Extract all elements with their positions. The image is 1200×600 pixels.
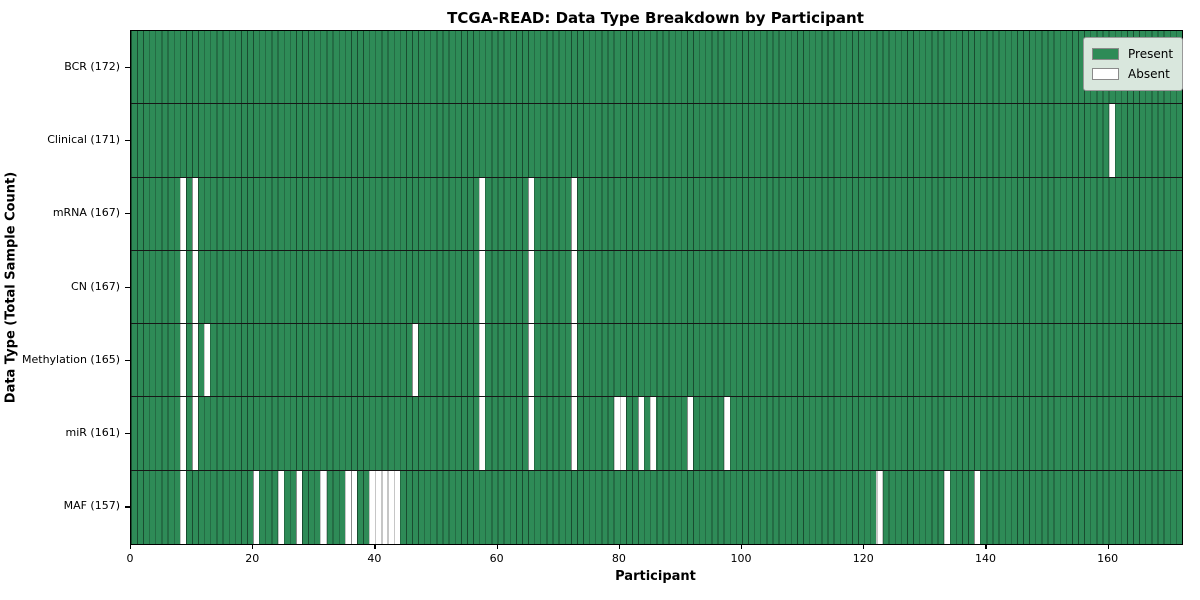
x-tick-label: 20 [245,552,260,565]
y-tick-mark [125,433,130,435]
x-tick-label: 40 [367,552,382,565]
legend: Present Absent [1083,37,1184,91]
absent-cell [179,470,186,544]
x-tick-label: 60 [489,552,504,565]
absent-cell [570,397,578,470]
x-tick-label: 80 [611,552,626,565]
absent-cell [479,250,486,324]
absent-cell [253,470,260,544]
y-tick-label: BCR (172) [64,59,120,73]
x-tick-label: 0 [126,552,134,565]
y-tick-label: MAF (157) [63,499,120,513]
absent-cell [192,397,199,470]
heatmap-row-mir [131,397,1182,471]
legend-label: Present [1128,47,1174,61]
absent-cell [528,250,535,324]
y-tick-mark [125,506,130,508]
absent-cell [369,470,376,544]
heatmap-row-maf [131,470,1182,544]
x-axis-title: Participant [615,569,696,584]
absent-cell [350,470,358,544]
absent-cell [638,397,645,470]
absent-cell [613,397,620,470]
x-tick-mark [252,544,254,549]
absent-cell [179,324,186,397]
absent-cell [1108,104,1115,177]
y-tick-label: CN (167) [71,279,120,293]
absent-cell [387,470,394,544]
legend-swatch-icon [1092,48,1119,60]
legend-entries: Present Absent [1092,44,1173,84]
absent-cell [687,397,694,470]
absent-cell [570,177,578,250]
x-tick-mark [496,544,498,549]
x-tick-mark [863,544,865,549]
heatmap-row-methylation [131,324,1182,398]
heatmap-row-cn [131,250,1182,325]
absent-cell [320,470,327,544]
absent-cell [277,470,284,544]
legend-swatch-icon [1092,68,1119,80]
y-tick-label: miR (161) [65,426,121,440]
absent-cell [479,397,486,470]
y-tick-mark [125,213,130,215]
absent-cell [528,324,535,397]
y-tick-label: mRNA (167) [52,206,120,220]
absent-cell [974,470,981,544]
absent-cell [570,324,578,397]
x-tick-mark [374,544,376,549]
x-tick-mark [130,544,132,549]
x-tick-label: 160 [1097,552,1119,565]
y-tick-label: Clinical (171) [47,132,120,146]
absent-cell [479,177,486,250]
legend-label: Absent [1128,67,1170,81]
x-axis: 0 20 40 60 80 100 120 140 160 [127,544,1185,574]
chart-title: TCGA-READ: Data Type Breakdown by Partic… [447,9,864,27]
legend-entry: Absent [1092,64,1173,84]
heatmap-row-clinical [131,104,1182,178]
x-tick-mark [1107,544,1109,549]
y-axis: BCR (172) Clinical (171) mRNA (167) CN (167… [0,0,130,600]
absent-cell [344,470,351,544]
absent-cell [375,470,382,544]
y-tick-label: Methylation (165) [22,352,120,366]
absent-cell [528,177,535,250]
x-tick-mark [741,544,743,549]
absent-cell [192,250,199,324]
x-tick-mark [985,544,987,549]
absent-cell [393,470,400,544]
absent-cell [295,470,303,544]
y-tick-mark [125,66,130,68]
legend-entry: Present [1092,44,1173,64]
x-tick-label: 140 [974,552,996,565]
absent-cell [943,470,950,544]
absent-cell [723,397,730,470]
y-tick-mark [125,139,130,142]
absent-cell [876,470,883,544]
x-tick-label: 120 [852,552,874,565]
absent-cell [650,397,657,470]
absent-cell [381,470,388,544]
absent-cell [412,324,419,397]
absent-cell [179,250,186,324]
x-tick-label: 100 [730,552,752,565]
absent-cell [192,177,199,250]
absent-cell [528,397,535,470]
heatmap-row-bcr [131,31,1182,105]
plot-area [130,30,1183,545]
absent-cell [619,397,626,470]
x-tick-mark [618,544,621,549]
absent-cell [204,324,211,397]
y-tick-mark [125,359,130,361]
absent-cell [192,324,199,397]
heatmap-row-mrna [131,177,1182,251]
absent-cell [179,177,186,250]
absent-cell [479,324,486,397]
y-tick-mark [125,286,130,288]
absent-cell [179,397,186,470]
absent-cell [570,250,578,324]
